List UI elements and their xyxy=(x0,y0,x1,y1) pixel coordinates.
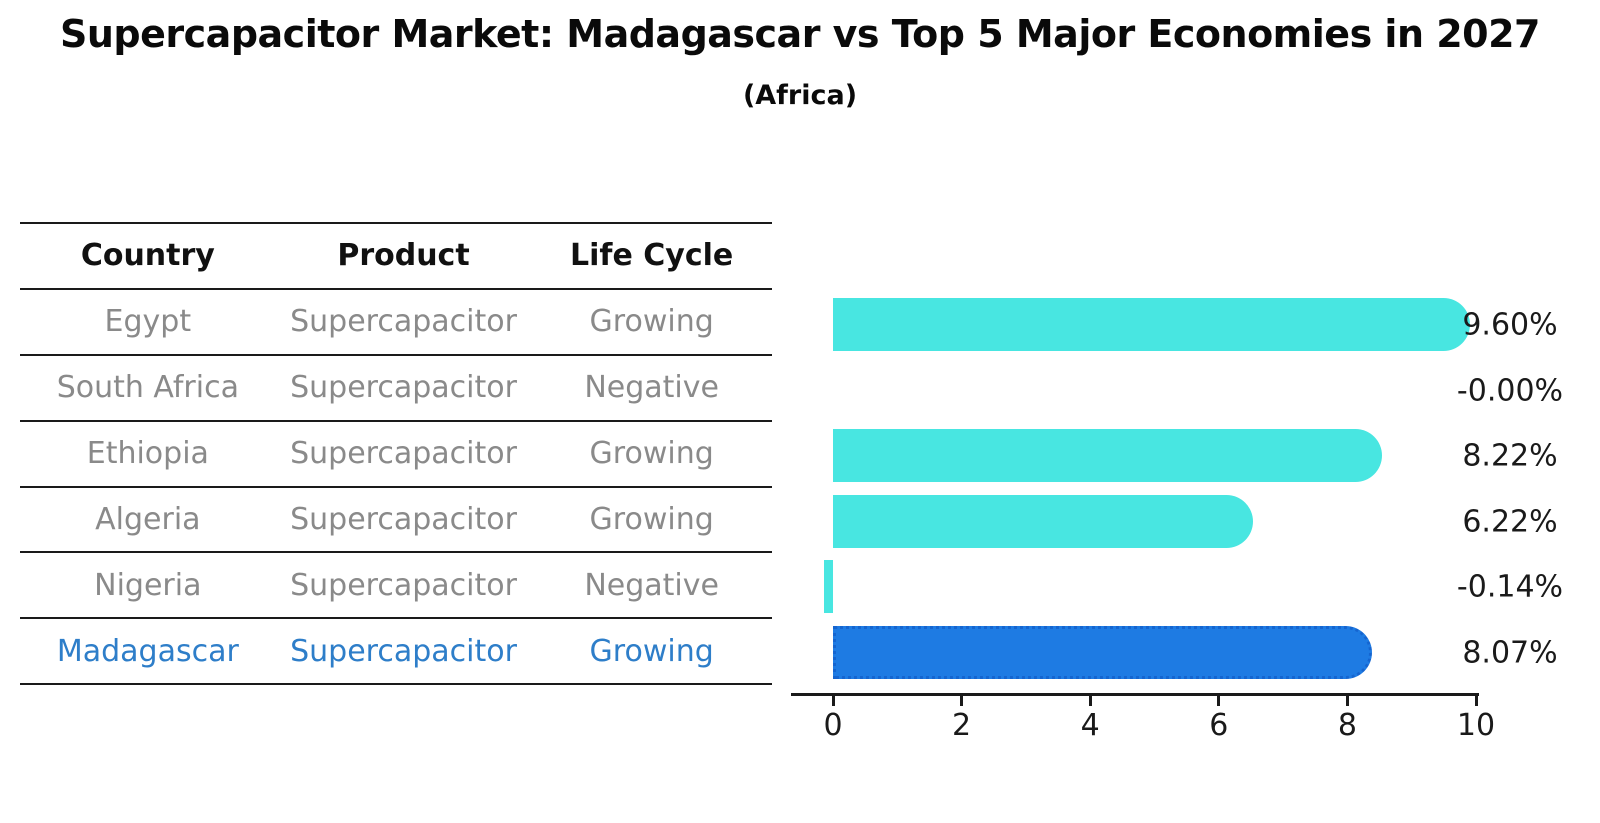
bar-madagascar xyxy=(833,626,1372,679)
product-cell: Supercapacitor xyxy=(290,304,517,340)
tick-label: 8 xyxy=(1337,708,1357,743)
bar-nigeria xyxy=(824,560,833,613)
x-axis: 0 2 4 6 8 10 xyxy=(791,693,1495,763)
col-header-product: Product xyxy=(337,238,470,274)
value-label: 8.22% xyxy=(1462,438,1558,473)
bar-row-algeria: 6.22% xyxy=(833,495,1558,548)
bar-row-madagascar: 8.07% xyxy=(833,626,1558,679)
product-cell: Supercapacitor xyxy=(290,436,517,472)
lifecycle-cell: Growing xyxy=(589,304,714,340)
table-header-row: Country Product Life Cycle xyxy=(20,224,772,290)
lifecycle-cell: Negative xyxy=(584,567,719,603)
product-cell: Supercapacitor xyxy=(290,633,517,669)
bar-ethiopia xyxy=(833,429,1382,482)
bar-row-nigeria: -0.14% xyxy=(824,560,1563,613)
tick-mark xyxy=(1217,696,1221,706)
value-label: 9.60% xyxy=(1462,307,1558,342)
tick-mark xyxy=(1088,696,1092,706)
value-label: -0.00% xyxy=(1456,373,1564,408)
table-row-nigeria: Nigeria Supercapacitor Negative xyxy=(20,553,772,620)
chart-title: Supercapacitor Market: Madagascar vs Top… xyxy=(60,12,1540,56)
country-cell: Egypt xyxy=(104,304,192,340)
product-cell: Supercapacitor xyxy=(290,567,517,603)
table-row-south-africa: South Africa Supercapacitor Negative xyxy=(20,356,772,422)
bar-algeria xyxy=(833,495,1253,548)
value-label: 8.07% xyxy=(1462,635,1558,670)
bar-egypt xyxy=(833,298,1471,351)
tick-mark xyxy=(1474,696,1478,706)
bar-row-south-africa: -0.00% xyxy=(833,364,1563,417)
x-axis-line xyxy=(791,693,1479,696)
lifecycle-cell: Negative xyxy=(584,370,719,406)
tick-mark xyxy=(831,696,835,706)
table-row-algeria: Algeria Supercapacitor Growing xyxy=(20,488,772,554)
country-cell: South Africa xyxy=(56,370,239,406)
value-label: 6.22% xyxy=(1462,504,1558,539)
lifecycle-cell: Growing xyxy=(589,502,714,537)
col-header-lifecycle: Life Cycle xyxy=(570,238,734,274)
country-cell: Ethiopia xyxy=(86,436,209,472)
lifecycle-cell: Growing xyxy=(589,633,714,669)
bar-row-ethiopia: 8.22% xyxy=(833,429,1558,482)
tick-label: 4 xyxy=(1080,708,1100,743)
product-cell: Supercapacitor xyxy=(290,502,517,537)
lifecycle-cell: Growing xyxy=(589,436,714,472)
table-row-ethiopia: Ethiopia Supercapacitor Growing xyxy=(20,422,772,488)
tick-label: 10 xyxy=(1456,708,1496,743)
table-row-egypt: Egypt Supercapacitor Growing xyxy=(20,290,772,356)
tick-mark xyxy=(960,696,964,706)
comparison-table: Country Product Life Cycle Egypt Superca… xyxy=(20,222,772,686)
country-cell: Madagascar xyxy=(56,633,239,669)
country-cell: Nigeria xyxy=(94,567,202,603)
country-cell: Algeria xyxy=(95,502,201,537)
tick-mark xyxy=(1345,696,1349,706)
chart-subtitle: (Africa) xyxy=(742,80,858,111)
value-label: -0.14% xyxy=(1456,569,1564,604)
product-cell: Supercapacitor xyxy=(290,370,517,406)
table-row-madagascar: Madagascar Supercapacitor Growing xyxy=(20,619,772,686)
tick-label: 6 xyxy=(1209,708,1229,743)
tick-label: 0 xyxy=(823,708,843,743)
col-header-country: Country xyxy=(80,238,215,274)
tick-label: 2 xyxy=(952,708,972,743)
bar-row-egypt: 9.60% xyxy=(833,298,1558,351)
